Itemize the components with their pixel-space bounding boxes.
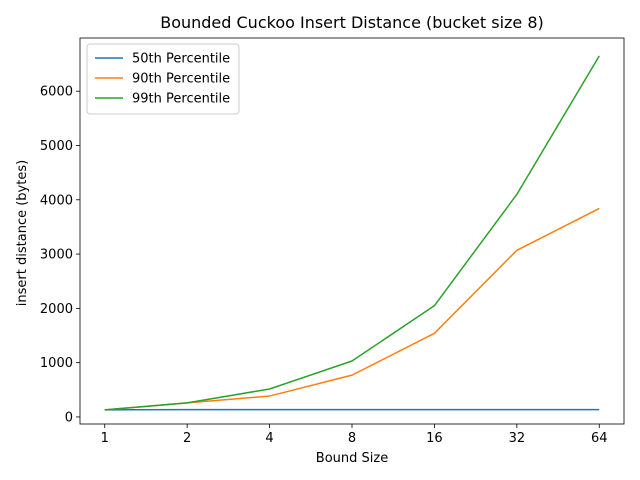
legend: 50th Percentile 90th Percentile 99th Perce… <box>86 43 240 115</box>
y-axis: 0 1000 2000 3000 4000 5000 6000 <box>40 85 80 425</box>
y-axis-label: insert distance (bytes) <box>15 160 30 306</box>
y-tick-label: 4000 <box>40 193 73 208</box>
x-tick-label: 64 <box>591 431 608 446</box>
x-tick-label: 32 <box>509 431 526 446</box>
series-line-2 <box>104 207 600 411</box>
y-tick-label: 2000 <box>40 302 73 317</box>
chart-title: Bounded Cuckoo Insert Distance (bucket s… <box>160 13 544 32</box>
series-line-3 <box>104 55 600 411</box>
legend-box <box>86 43 240 115</box>
x-axis-label: Bound Size <box>316 451 388 466</box>
x-tick-label: 4 <box>265 431 273 446</box>
legend-label: 50th Percentile <box>132 52 230 67</box>
x-tick-label: 1 <box>101 431 109 446</box>
y-tick-label: 3000 <box>40 248 73 263</box>
y-tick-label: 1000 <box>40 356 73 371</box>
y-tick-label: 6000 <box>40 85 73 100</box>
y-tick-label: 5000 <box>40 139 73 154</box>
x-axis: 1 2 4 8 16 32 64 <box>101 424 608 446</box>
legend-label: 90th Percentile <box>132 72 230 87</box>
legend-label: 99th Percentile <box>132 92 230 107</box>
x-tick-label: 8 <box>348 431 356 446</box>
x-tick-label: 16 <box>426 431 443 446</box>
y-tick-label: 0 <box>65 410 73 425</box>
x-tick-label: 2 <box>183 431 191 446</box>
